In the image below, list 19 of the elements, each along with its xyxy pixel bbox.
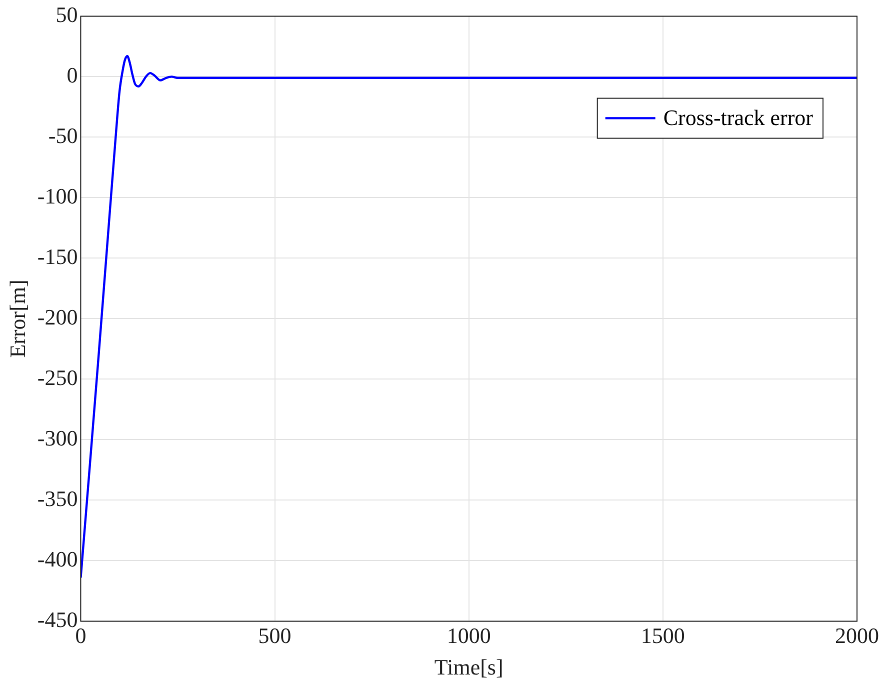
- y-tick-label: -200: [37, 304, 78, 330]
- y-tick-label: -250: [37, 364, 78, 390]
- y-tick-label: -50: [48, 122, 78, 148]
- x-tick-label: 500: [258, 623, 292, 648]
- y-tick-label: 50: [56, 2, 78, 27]
- y-tick-label: -300: [37, 425, 78, 450]
- x-tick-label: 1500: [640, 623, 685, 648]
- y-tick-label: -400: [37, 546, 78, 572]
- y-tick-label: -450: [37, 606, 78, 632]
- x-tick-label: 2000: [835, 623, 879, 648]
- y-tick-label: -150: [37, 244, 78, 269]
- legend-label: Cross-track error: [663, 104, 814, 130]
- y-axis-title: Error[m]: [4, 280, 30, 358]
- x-axis-title: Time[s]: [434, 654, 504, 680]
- y-tick-label: -100: [37, 183, 78, 208]
- y-tick-label: -350: [37, 486, 78, 511]
- y-tick-label: 0: [66, 62, 78, 88]
- line-series: [80, 55, 857, 579]
- x-tick-label: 1000: [446, 623, 491, 648]
